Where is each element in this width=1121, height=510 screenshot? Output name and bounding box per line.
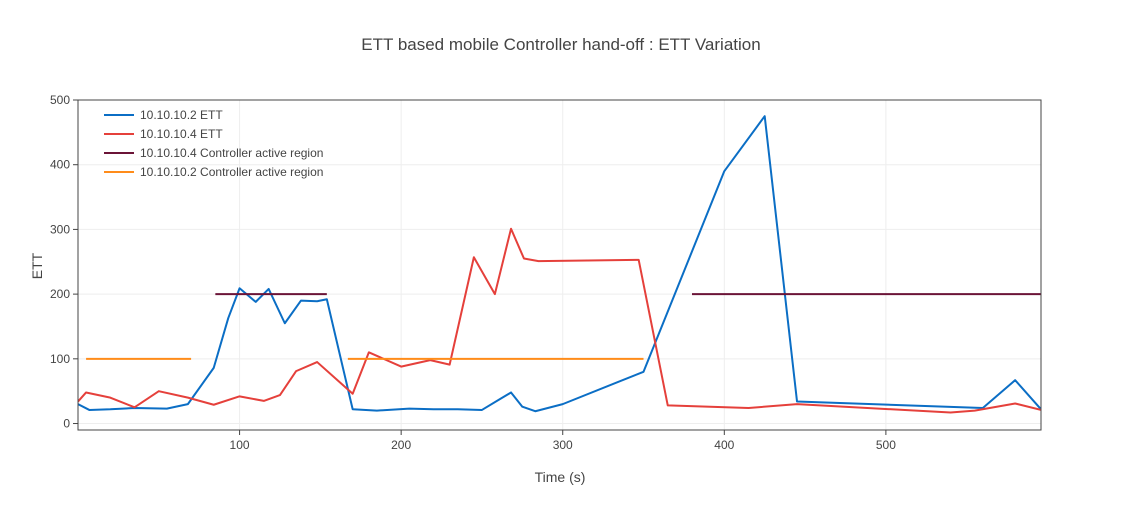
y-tick-label: 100 xyxy=(50,352,70,366)
x-axis-label: Time (s) xyxy=(535,469,586,485)
chart-title: ETT based mobile Controller hand-off : E… xyxy=(361,35,760,54)
x-tick-label: 400 xyxy=(714,438,734,452)
legend: 10.10.10.2 ETT 10.10.10.4 ETT 10.10.10.4 C… xyxy=(104,108,323,179)
y-tick-label: 400 xyxy=(50,158,70,172)
x-tick-label: 100 xyxy=(230,438,250,452)
y-tick-label: 300 xyxy=(50,222,70,236)
plot-frame xyxy=(77,99,1042,431)
legend-label: 10.10.10.2 ETT xyxy=(140,108,223,122)
y-axis-label: ETT xyxy=(29,252,45,279)
y-tick-label: 200 xyxy=(50,287,70,301)
x-tick-label: 500 xyxy=(876,438,896,452)
x-tick-label: 300 xyxy=(553,438,573,452)
y-tick-label: 500 xyxy=(50,93,70,107)
legend-label: 10.10.10.4 Controller active region xyxy=(140,146,323,160)
axis-ticks: 100 200 300 400 500 0 100 200 300 400 500 xyxy=(50,93,896,452)
series-line-1 xyxy=(78,115,1041,413)
legend-label: 10.10.10.4 ETT xyxy=(140,127,223,141)
legend-label: 10.10.10.2 Controller active region xyxy=(140,165,323,179)
series-line-2 xyxy=(78,227,1041,414)
y-tick-label: 0 xyxy=(63,417,70,431)
x-tick-label: 200 xyxy=(391,438,411,452)
series-lines xyxy=(78,115,1041,414)
